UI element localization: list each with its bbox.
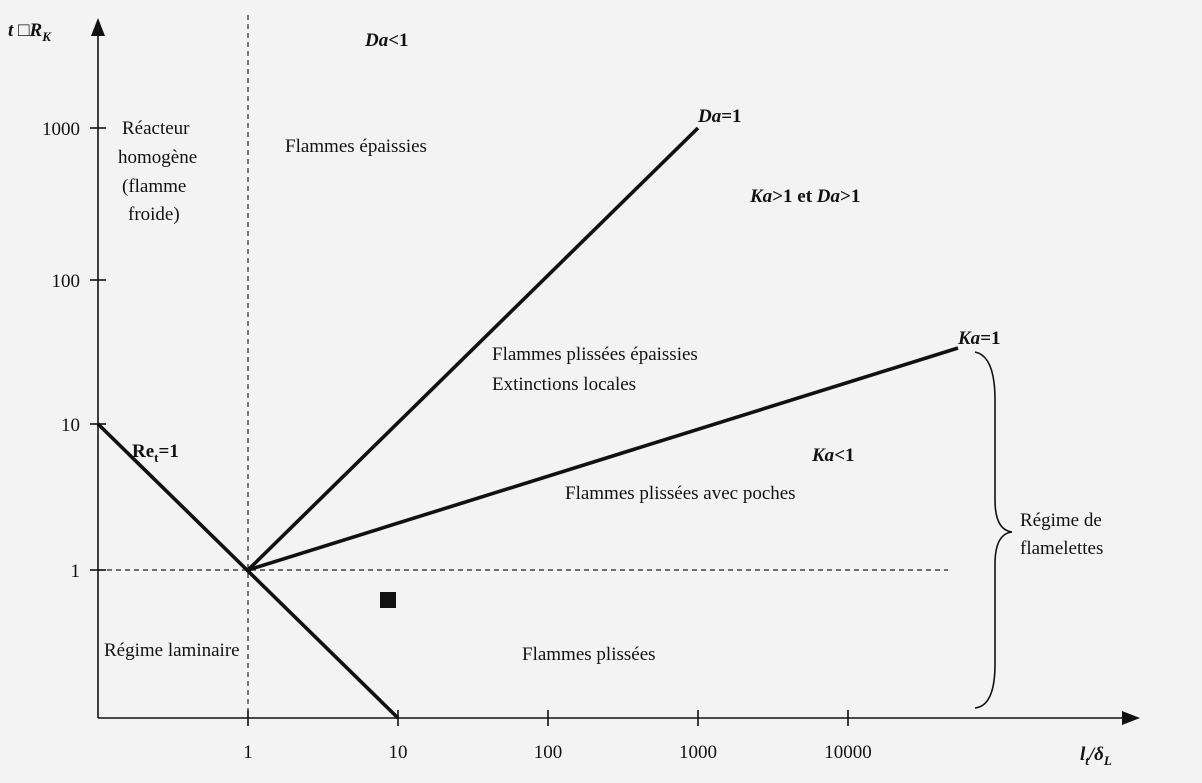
label-part: >1 et	[772, 186, 817, 207]
x-tick-label: 1	[243, 742, 253, 763]
label-part: Da	[697, 106, 722, 127]
region-label: Régime de	[1020, 510, 1102, 531]
region-label: Réacteur	[122, 118, 190, 139]
line-label: Da<1	[364, 30, 409, 51]
label-part: t	[1085, 753, 1089, 768]
label-part: =1	[721, 106, 741, 127]
region-label: Régime laminaire	[104, 640, 240, 661]
region-label: Extinctions locales	[492, 374, 636, 395]
label-part: /δ	[1087, 744, 1104, 765]
y-axis-label: t □RK	[8, 20, 52, 44]
line-label: Ka=1	[957, 328, 1001, 349]
y-tick-label: 10	[61, 415, 80, 436]
label-part: >1	[840, 186, 860, 207]
label-part: t □R	[8, 20, 42, 41]
label-part: Da	[364, 30, 389, 51]
label-part: <1	[388, 30, 408, 51]
y-arrow	[91, 18, 105, 36]
label-part: =1	[159, 441, 179, 462]
label-part: L	[1103, 753, 1112, 768]
y-tick-label: 1000	[42, 119, 80, 140]
label-part: Ka	[811, 445, 835, 466]
region-label: froide)	[128, 204, 180, 225]
label-part: K	[41, 29, 52, 44]
region-label: (flamme	[122, 176, 186, 197]
label-part: Ka	[957, 328, 981, 349]
da-line	[246, 126, 700, 572]
x-axis-label: lt/δL	[1080, 744, 1112, 768]
label-part: Da	[816, 186, 841, 207]
re-line	[96, 422, 400, 720]
region-label: Flammes plissées épaissies	[492, 344, 698, 365]
label-part: <1	[834, 445, 854, 466]
x-tick-label: 100	[534, 742, 563, 763]
x-tick-label: 10	[389, 742, 408, 763]
label-part: Ka	[749, 186, 773, 207]
line-label: Ka<1	[811, 445, 855, 466]
line-label: Ka>1 et Da>1	[749, 186, 860, 207]
region-label: Flammes épaissies	[285, 136, 427, 157]
y-tick-label: 1	[71, 561, 81, 582]
line-label: Da=1	[697, 106, 742, 127]
label-part: =1	[980, 328, 1000, 349]
brace	[974, 351, 1013, 709]
x-arrow	[1122, 711, 1140, 725]
region-label: flamelettes	[1020, 538, 1103, 559]
x-tick-label: 10000	[824, 742, 872, 763]
label-part: Re	[132, 441, 154, 462]
region-label: Flammes plissées	[522, 644, 656, 665]
y-tick-label: 100	[52, 271, 81, 292]
ka-line	[247, 346, 959, 572]
label-part: t	[154, 450, 159, 465]
line-label: Ret=1	[132, 441, 179, 465]
region-label: homogène	[118, 147, 197, 168]
label-part: l	[1080, 744, 1086, 765]
region-label: Flammes plissées avec poches	[565, 483, 796, 504]
marker	[380, 592, 396, 608]
x-tick-label: 1000	[679, 742, 717, 763]
x-ticks	[247, 710, 849, 726]
y-ticks	[90, 127, 106, 571]
